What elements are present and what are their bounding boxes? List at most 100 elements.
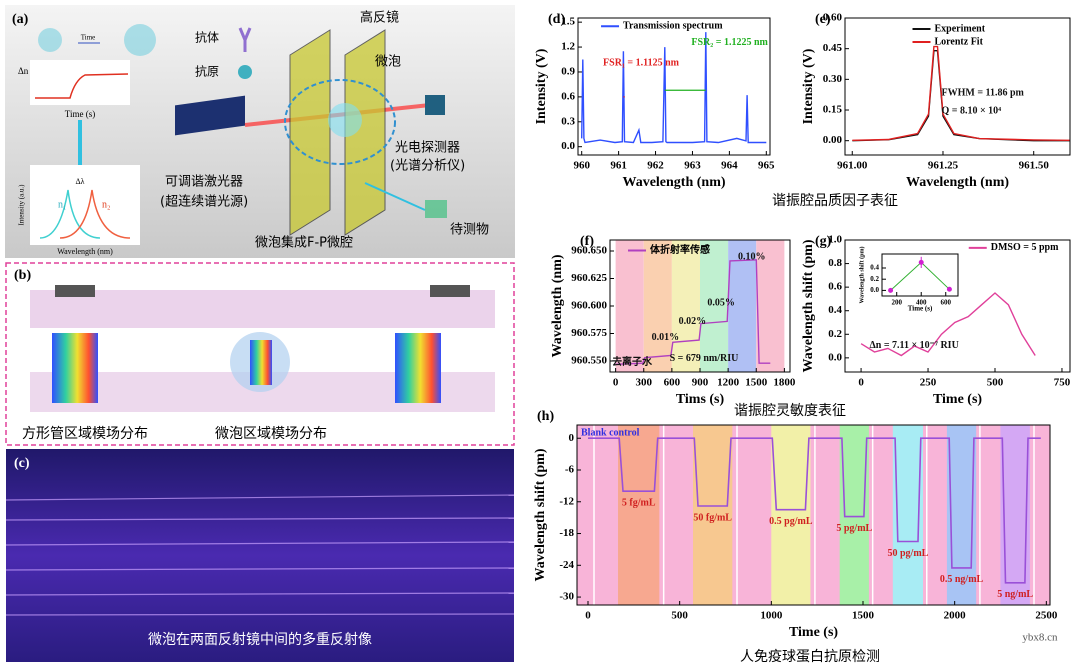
- y-axis-label: Intensity (V): [534, 48, 549, 124]
- annotation: 50 fg/mL: [693, 512, 732, 523]
- y-tick-label: 0.2: [828, 328, 842, 340]
- x-tick-label: 300: [636, 377, 653, 389]
- annotation: Q = 8.10 × 10⁴: [942, 105, 1002, 116]
- x-tick-label: 0: [613, 377, 619, 389]
- point: [946, 286, 952, 292]
- x-tick-label: 1500: [745, 377, 768, 389]
- reflections: [5, 494, 515, 616]
- plot-area: [845, 18, 1070, 155]
- y-tick-label: 0.30: [823, 73, 843, 85]
- x-tick-label: 961: [610, 160, 627, 172]
- y-tick-label: -18: [559, 527, 574, 539]
- x-axis-label: Time (s): [908, 305, 933, 313]
- y-tick-label: 960.625: [571, 272, 607, 284]
- plot-frame: [577, 17, 771, 156]
- y-tick-label: -30: [559, 591, 574, 603]
- annotation: 5 ng/mL: [997, 589, 1033, 600]
- x-axis-label: Wavelength (nm): [906, 175, 1009, 190]
- inset-label: Δn: [18, 66, 29, 76]
- band: [615, 240, 644, 372]
- legend-text: 抗原: [195, 64, 219, 79]
- y-tick-label: 0.45: [823, 42, 843, 54]
- y-tick-label: 0.60: [823, 12, 843, 24]
- annotation: 5 pg/mL: [836, 523, 872, 534]
- point: [888, 287, 894, 293]
- focus-circle: [284, 79, 396, 165]
- y-tick-label: 0.8: [828, 257, 842, 269]
- y-axis-label: Wavelength shift (pm): [858, 246, 865, 303]
- callout: 高反镜: [360, 10, 399, 26]
- callout: (超连续谱光源): [160, 194, 248, 210]
- y-tick-label: 960.575: [571, 327, 607, 339]
- x-tick-label: 750: [1054, 377, 1071, 389]
- x-axis-label: Tims (s): [676, 392, 725, 407]
- y-tick-label: 0.4: [870, 264, 879, 272]
- annotation: FWHM = 11.86 pm: [942, 88, 1025, 99]
- x-tick-label: 600: [664, 377, 681, 389]
- annotation: 0.5 pg/mL: [769, 516, 813, 527]
- inset-curve: [35, 73, 129, 99]
- point: [918, 259, 924, 265]
- x-tick-label: 1200: [717, 377, 740, 389]
- annotation: Blank control: [581, 427, 640, 438]
- x-tick-label: 400: [916, 299, 927, 307]
- plot-frame: [881, 253, 959, 297]
- x-tick-label: 2000: [944, 610, 967, 622]
- y-tick-label: 0.3: [561, 115, 575, 127]
- y-tick-label: 1.2: [561, 41, 575, 53]
- y-axis-label: Wavelength (nm): [550, 254, 565, 357]
- panel-label: (a): [12, 12, 29, 27]
- panel-label: (f): [580, 234, 594, 249]
- glass-top: [30, 290, 495, 328]
- x-tick-label: 1000: [760, 610, 783, 622]
- mode-field: [250, 340, 272, 385]
- annotation: 0.01%: [652, 332, 680, 343]
- x-tick-label: 0: [585, 610, 591, 622]
- band: [946, 425, 977, 605]
- panel-label: (h): [537, 409, 554, 424]
- plot-area: [578, 18, 770, 155]
- callout: 微泡集成F-P微腔: [255, 235, 353, 251]
- legend-text: 抗体: [195, 30, 219, 45]
- panel-caption: 方形管区域模场分布: [22, 426, 148, 442]
- legend-label: Experiment: [935, 23, 986, 34]
- detector: [425, 95, 445, 115]
- callout: 微泡: [375, 55, 401, 70]
- panel-label: (c): [14, 456, 30, 471]
- molecule: [38, 28, 62, 52]
- mirror: [289, 29, 331, 236]
- panel-c-photo: [6, 449, 514, 662]
- x-tick-label: 961.50: [1019, 160, 1050, 172]
- x-tick-label: 2500: [1035, 610, 1058, 622]
- panel-caption: 微泡在两面反射镜中间的多重反射像: [148, 631, 372, 648]
- mirror-cap: [55, 285, 95, 297]
- panel-label: (g): [815, 234, 832, 249]
- annotation: Δn = 7.11 × 10⁻⁷ RIU: [870, 340, 959, 351]
- annotation: 0.10%: [738, 251, 766, 262]
- series-line: [852, 45, 1071, 141]
- series-line: [588, 437, 1041, 584]
- antibody-icon: [238, 27, 252, 52]
- x-axis-label: Time (s): [789, 625, 838, 640]
- x-tick-label: 963: [684, 160, 701, 172]
- callout: 光电探测器: [395, 141, 460, 156]
- x-tick-label: 0: [858, 377, 864, 389]
- x-axis-label: Time (s): [933, 392, 982, 407]
- annotation: S = 679 nm/RIU: [670, 353, 739, 364]
- plot-frame: [576, 424, 1051, 606]
- x-tick-label: 961.00: [837, 160, 868, 172]
- panel-label: (b): [14, 268, 31, 283]
- y-tick-label: 0: [569, 432, 575, 444]
- inset-label: Wavelength (nm): [57, 247, 113, 256]
- antigen-icon: [238, 65, 252, 79]
- inset-label: Intensity (a.u.): [18, 184, 26, 226]
- x-axis-label: Wavelength (nm): [622, 175, 725, 190]
- series-line: [860, 292, 1036, 357]
- mode-field: [52, 333, 98, 403]
- x-tick-label: 500: [987, 377, 1004, 389]
- x-tick-label: 1500: [852, 610, 875, 622]
- molecule: [124, 24, 156, 56]
- x-tick-label: 900: [692, 377, 709, 389]
- y-tick-label: 0.0: [870, 286, 879, 294]
